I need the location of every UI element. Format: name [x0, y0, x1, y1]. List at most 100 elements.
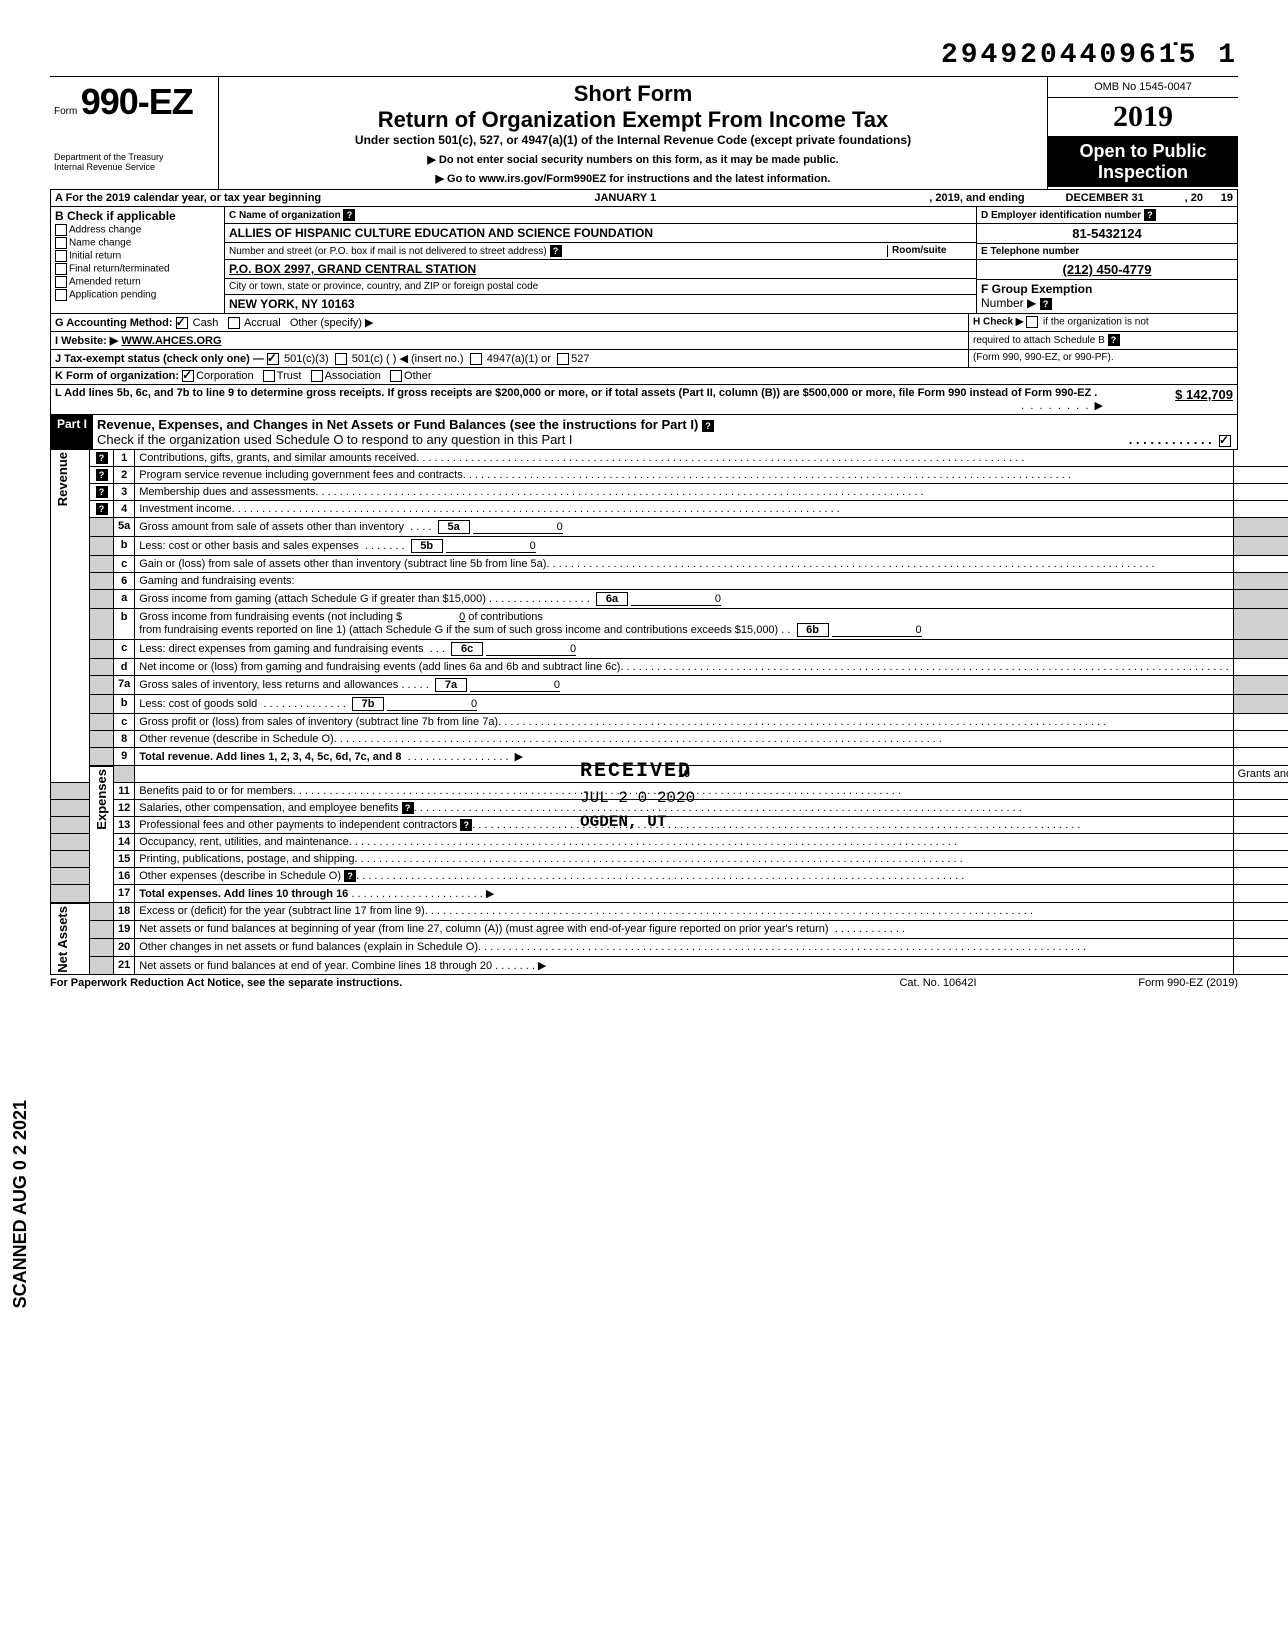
part-i-title: Revenue, Expenses, and Changes in Net As…	[97, 417, 698, 432]
label-501c3: 501(c)(3)	[284, 353, 329, 365]
help-icon[interactable]: ?	[1040, 298, 1052, 310]
help-icon[interactable]: ?	[343, 209, 355, 221]
line-6a-innerval: 0	[631, 593, 721, 606]
part-i-header: Part I Revenue, Expenses, and Changes in…	[50, 415, 1238, 450]
checkbox-501c3[interactable]	[267, 353, 279, 365]
tax-year: 2019	[1113, 100, 1173, 133]
row-h: H Check ▶ if the organization is not	[968, 314, 1237, 331]
help-icon[interactable]: ?	[402, 802, 414, 814]
checkbox-amended-return[interactable]	[55, 276, 67, 288]
line-7c-num: c	[114, 714, 135, 731]
checkbox-initial-return[interactable]	[55, 250, 67, 262]
help-icon[interactable]: ?	[344, 870, 356, 882]
line-15-num: 15	[114, 851, 135, 868]
line-19-num: 19	[114, 920, 135, 938]
help-icon[interactable]: ?	[96, 503, 108, 515]
checkbox-other-org[interactable]	[390, 370, 402, 382]
dept-irs: Internal Revenue Service	[54, 163, 214, 173]
side-label-netassets: Net Assets	[55, 906, 70, 973]
checkbox-schedule-o-used[interactable]	[1219, 435, 1231, 447]
title-main: Return of Organization Exempt From Incom…	[225, 107, 1041, 133]
line-4-desc: Investment income	[139, 503, 231, 515]
line-16-box: 16	[1233, 868, 1288, 885]
open-to-public-2: Inspection	[1050, 162, 1236, 183]
row-a-midlabel: , 2019, and ending	[929, 192, 1024, 204]
help-icon[interactable]: ?	[1144, 209, 1156, 221]
line-7a-num: 7a	[114, 676, 135, 695]
line-2-box: 2	[1233, 467, 1288, 484]
line-16-desc: Other expenses (describe in Schedule O)	[139, 870, 341, 882]
checkbox-name-change[interactable]	[55, 237, 67, 249]
row-i-label: I Website: ▶	[55, 335, 118, 347]
line-11-num: 11	[114, 783, 135, 800]
line-7b-innerval: 0	[387, 698, 477, 711]
line-20-num: 20	[114, 938, 135, 956]
title-sub: Under section 501(c), 527, or 4947(a)(1)…	[225, 133, 1041, 147]
checkbox-final-return[interactable]	[55, 263, 67, 275]
row-a-begin: JANUARY 1	[321, 192, 929, 204]
checkbox-501c[interactable]	[335, 353, 347, 365]
section-e-header: E Telephone number	[977, 244, 1237, 260]
row-l: L Add lines 5b, 6c, and 7b to line 9 to …	[50, 385, 1238, 415]
line-6b-innerval: 0	[832, 624, 922, 637]
checkbox-527[interactable]	[557, 353, 569, 365]
checkbox-address-change[interactable]	[55, 224, 67, 236]
part-i-table: Revenue ? 1 Contributions, gifts, grants…	[50, 450, 1288, 975]
row-l-text: L Add lines 5b, 6c, and 7b to line 9 to …	[55, 387, 1097, 399]
checkbox-trust[interactable]	[263, 370, 275, 382]
line-19-box: 19	[1233, 920, 1288, 938]
line-6b-desc2: from fundraising events reported on line…	[139, 624, 778, 636]
row-h-text2: if the organization is not	[1043, 317, 1149, 328]
row-j: J Tax-exempt status (check only one) — 5…	[51, 350, 968, 367]
line-12-box: 12	[1233, 800, 1288, 817]
help-icon[interactable]: ?	[702, 420, 714, 432]
form-footer: For Paperwork Reduction Act Notice, see …	[50, 975, 1238, 989]
label-trust: Trust	[277, 370, 302, 382]
line-6d-num: d	[114, 659, 135, 676]
label-application-pending: Application pending	[69, 290, 156, 301]
help-icon[interactable]: ?	[550, 245, 562, 257]
line-11-box: 11	[1233, 783, 1288, 800]
line-8-desc: Other revenue (describe in Schedule O)	[139, 733, 333, 745]
line-7a-innerval: 0	[470, 679, 560, 692]
checkbox-association[interactable]	[311, 370, 323, 382]
line-13-num: 13	[114, 817, 135, 834]
checkbox-accrual[interactable]	[228, 317, 240, 329]
document-number: 294920440961̇5 1	[50, 40, 1238, 71]
line-1-box: 1	[1233, 450, 1288, 467]
arrow-icon: ▶	[1095, 400, 1103, 412]
line-4-box: 4	[1233, 501, 1288, 518]
help-icon[interactable]: ?	[96, 486, 108, 498]
checkbox-cash[interactable]	[176, 317, 188, 329]
line-7b-desc: Less: cost of goods sold	[139, 698, 257, 710]
checkbox-application-pending[interactable]	[55, 289, 67, 301]
label-association: Association	[325, 370, 381, 382]
line-1-desc: Contributions, gifts, grants, and simila…	[139, 452, 416, 464]
help-icon[interactable]: ?	[96, 469, 108, 481]
help-icon[interactable]: ?	[96, 452, 108, 464]
label-501c-insert: ) ◀ (insert no.)	[393, 353, 464, 365]
checkbox-corporation[interactable]	[182, 370, 194, 382]
help-icon[interactable]: ?	[1108, 334, 1120, 346]
row-l-dollar: $	[1175, 387, 1182, 402]
side-label-revenue: Revenue	[55, 452, 70, 506]
line-1-num: 1	[114, 450, 135, 467]
label-4947a1: 4947(a)(1) or	[487, 353, 551, 365]
line-3-box: 3	[1233, 484, 1288, 501]
line-6b-desc1b: of contributions	[468, 611, 543, 623]
label-initial-return: Initial return	[69, 251, 121, 262]
line-6b-desc1: Gross income from fundraising events (no…	[139, 611, 402, 623]
line-5c-desc: Gain or (loss) from sale of assets other…	[139, 558, 546, 570]
line-5c-box: 5c	[1233, 556, 1288, 573]
part-i-bar: Part I	[51, 415, 93, 449]
label-final-return: Final return/terminated	[69, 264, 170, 275]
checkbox-4947a1[interactable]	[470, 353, 482, 365]
room-suite-header: Room/suite	[887, 245, 972, 257]
help-icon[interactable]: ?	[460, 819, 472, 831]
checkbox-schedule-b[interactable]	[1026, 316, 1038, 328]
telephone: (212) 450-4779	[977, 260, 1237, 280]
line-6d-box: 6d	[1233, 659, 1288, 676]
line-6-desc: Gaming and fundraising events:	[135, 573, 1233, 590]
open-to-public-1: Open to Public	[1050, 141, 1236, 162]
line-7a-desc: Gross sales of inventory, less returns a…	[139, 679, 398, 691]
